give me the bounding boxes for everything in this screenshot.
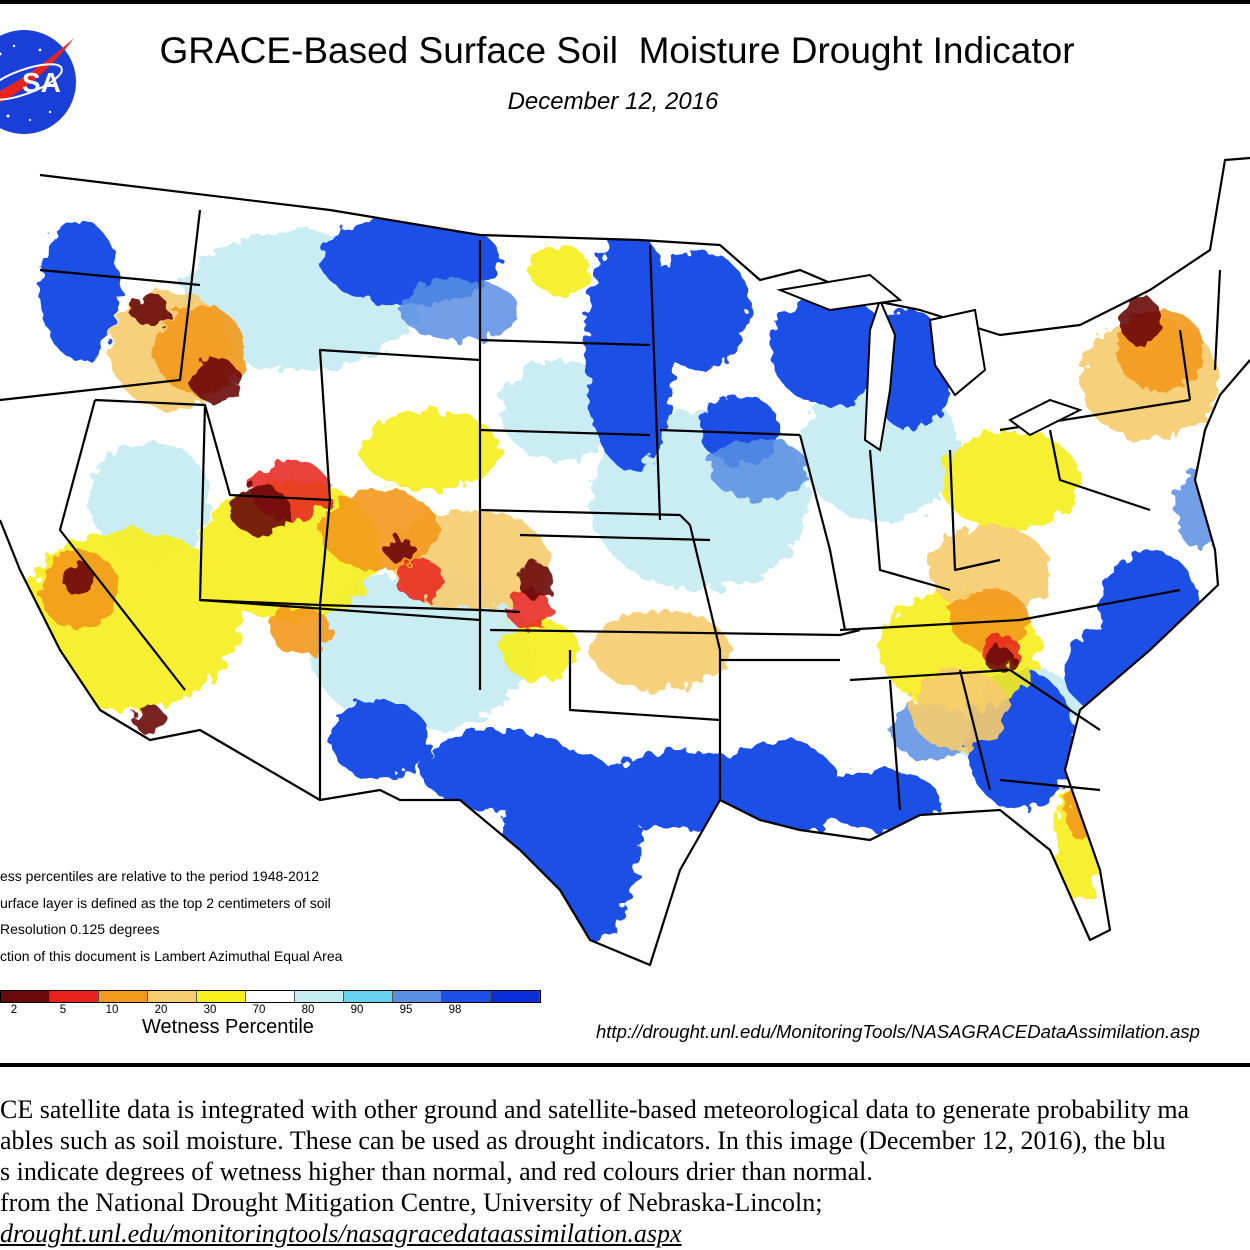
legend-swatch xyxy=(148,991,197,1002)
note-projection: ction of this document is Lambert Azimut… xyxy=(0,947,343,964)
legend-swatch xyxy=(246,991,295,1002)
caption-line-4: from the National Drought Mitigation Cen… xyxy=(0,1188,823,1217)
source-url[interactable]: http://drought.unl.edu/MonitoringTools/N… xyxy=(596,1021,1200,1042)
top-border xyxy=(0,0,1250,4)
legend-swatch xyxy=(1,991,50,1002)
legend-swatch xyxy=(197,991,246,1002)
legend-tick-label: 10 xyxy=(105,1004,119,1016)
map-notes: ess percentiles are relative to the peri… xyxy=(0,863,342,969)
legend-swatch xyxy=(295,991,344,1002)
legend-tick-label: 80 xyxy=(301,1004,315,1016)
legend-tick-label: 95 xyxy=(399,1004,413,1016)
legend-tick-label: 20 xyxy=(154,1004,168,1016)
legend-color-bar xyxy=(0,990,541,1003)
caption-link[interactable]: drought.unl.edu/monitoringtools/nasagrac… xyxy=(0,1219,682,1248)
legend-tick-label: 5 xyxy=(59,1004,67,1016)
legend-swatch xyxy=(442,991,491,1002)
note-surface-layer: urface layer is defined as the top 2 cen… xyxy=(0,894,331,911)
map-svg xyxy=(0,156,1250,967)
legend-swatch xyxy=(50,991,99,1002)
legend-tick-label: 98 xyxy=(448,1004,462,1016)
legend-tick-label: 90 xyxy=(350,1004,364,1016)
legend-swatch xyxy=(393,991,442,1002)
note-percentile-period: ess percentiles are relative to the peri… xyxy=(0,868,320,884)
map-title: GRACE-Based Surface Soil Moisture Drough… xyxy=(159,30,1075,71)
map-date: December 12, 2016 xyxy=(507,88,719,115)
legend-ticks: 2 5 10 20 30 70 80 90 95 98 xyxy=(0,1004,520,1020)
us-soil-moisture-map xyxy=(0,150,1250,1000)
caption: CE satellite data is integrated with oth… xyxy=(0,1094,1250,1249)
legend-swatch xyxy=(99,991,148,1002)
bottom-border xyxy=(0,1063,1250,1067)
note-resolution: Resolution 0.125 degrees xyxy=(0,921,160,937)
state-boundaries xyxy=(0,156,1250,967)
legend-swatch xyxy=(491,991,540,1002)
caption-line-1: CE satellite data is integrated with oth… xyxy=(0,1095,1190,1124)
legend-tick-label: 30 xyxy=(203,1004,217,1016)
nasa-logo-text: SA xyxy=(22,67,61,98)
caption-line-3: s indicate degrees of wetness higher tha… xyxy=(0,1157,873,1186)
nasa-logo: SA xyxy=(0,30,76,134)
caption-line-2: ables such as soil moisture. These can b… xyxy=(0,1126,1166,1155)
legend-tick-label: 2 xyxy=(10,1004,18,1016)
legend-swatch xyxy=(344,991,393,1002)
legend-tick-label: 70 xyxy=(252,1004,266,1016)
legend: 2 5 10 20 30 70 80 90 95 98 Wetness Percentile xyxy=(0,990,541,1070)
legend-title: Wetness Percentile xyxy=(142,1016,314,1038)
great-lakes xyxy=(776,273,1083,452)
